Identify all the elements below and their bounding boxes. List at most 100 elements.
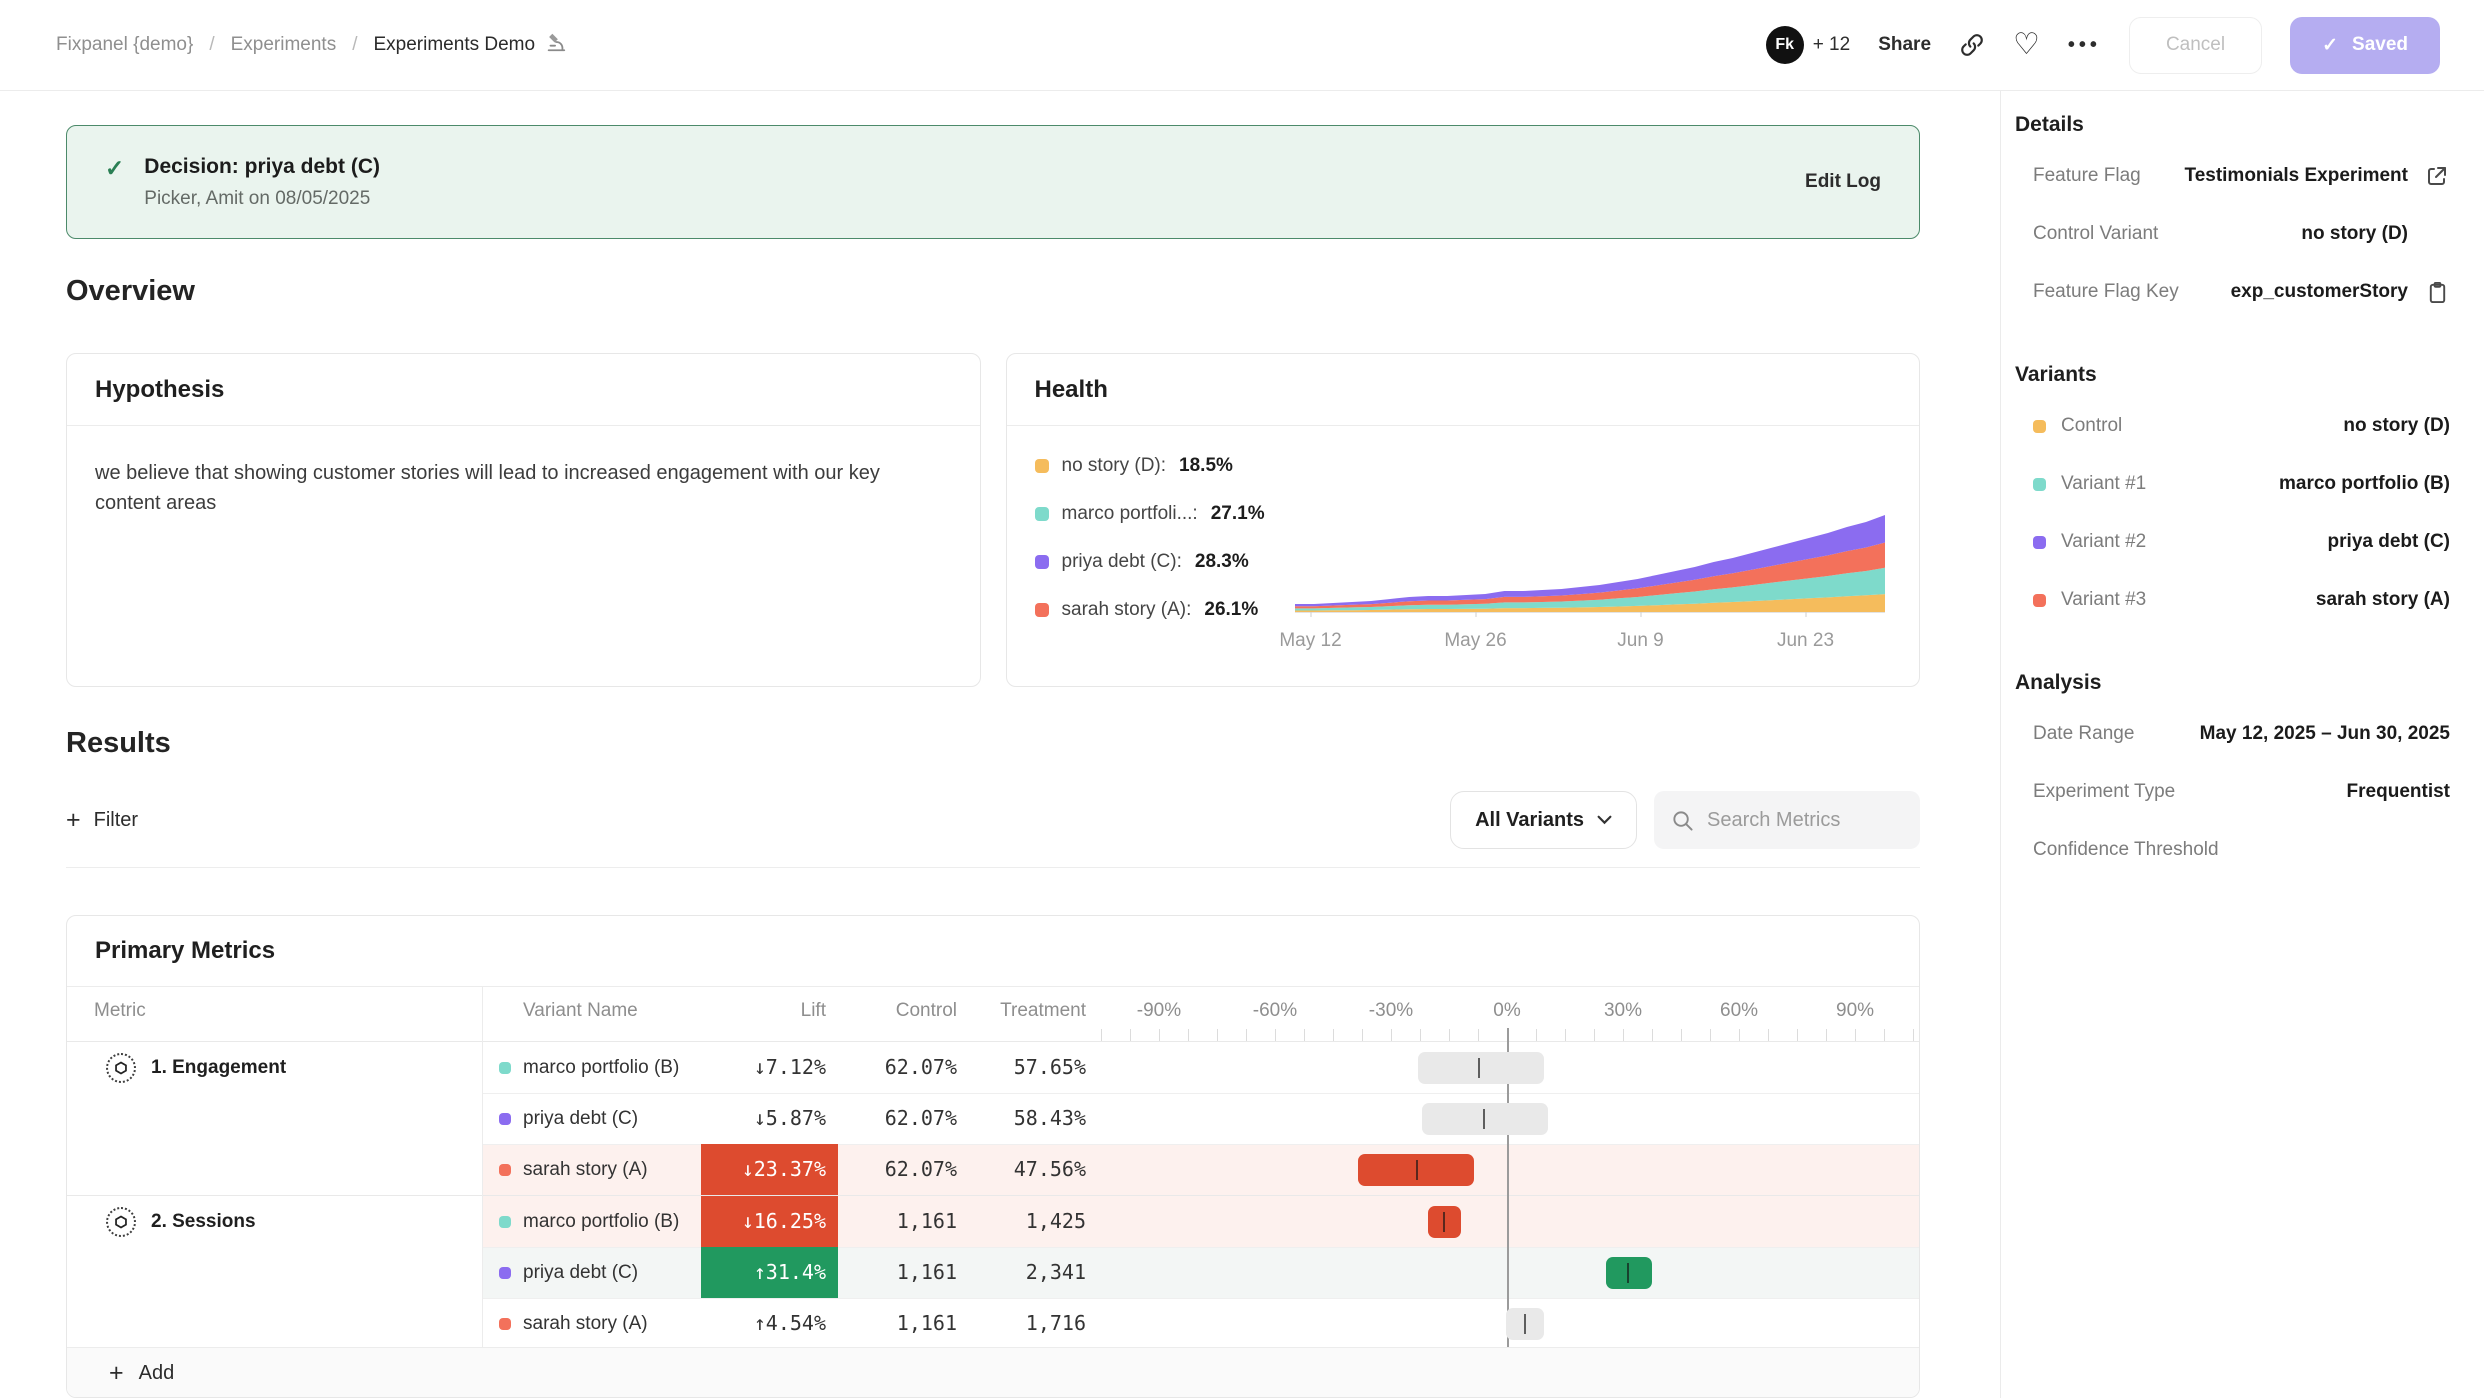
variant-swatch (2033, 594, 2046, 607)
legend-swatch (1035, 555, 1049, 569)
overview-heading: Overview (66, 275, 195, 308)
col-metric: Metric (94, 1000, 146, 1022)
sidebar-row-label: Variant #3 (2061, 589, 2146, 611)
control-value: 1,161 (823, 1196, 957, 1247)
target-metric-icon (106, 1053, 136, 1083)
legend-item[interactable]: sarah story (A): 26.1% (1035, 600, 1265, 620)
table-row[interactable]: sarah story (A)↓23.37%62.07%47.56% (67, 1144, 1919, 1195)
top-header: Fixpanel {demo}/Experiments/Experiments … (0, 0, 2484, 91)
table-row[interactable]: priya debt (C)↑31.4%1,1612,341 (67, 1247, 1919, 1298)
variant-name: sarah story (A) (523, 1144, 648, 1195)
avatar-group[interactable]: Fk + 12 (1766, 26, 1851, 64)
axis-tick-label: -60% (1235, 1000, 1315, 1022)
table-row[interactable]: 2. Sessionsmarco portfolio (B)↓16.25%1,1… (67, 1196, 1919, 1247)
sidebar-row-value: priya debt (C) (2328, 531, 2450, 553)
legend-value: 27.1% (1211, 503, 1265, 525)
axis-tick-label: 60% (1699, 1000, 1779, 1022)
primary-metrics-card: Primary Metrics Metric Variant Name Lift… (66, 915, 1920, 1398)
control-value: 62.07% (823, 1144, 957, 1195)
favorite-icon[interactable]: ♡ (2013, 30, 2040, 60)
lift-point-marker (1483, 1109, 1485, 1129)
saved-label: Saved (2352, 34, 2408, 56)
spacer (2424, 221, 2450, 247)
sidebar-row-label: Experiment Type (2033, 781, 2175, 803)
table-row[interactable]: 1. Engagementmarco portfolio (B)↓7.12%62… (67, 1042, 1919, 1093)
sidebar-row-label: Date Range (2033, 723, 2134, 745)
legend-item[interactable]: marco portfoli...: 27.1% (1035, 504, 1265, 524)
axis-minor-tick (1391, 1029, 1392, 1041)
header-actions: Fk + 12 Share ♡ ••• Cancel ✓ Saved (1766, 17, 2440, 74)
results-toolbar: + Filter All Variants (66, 791, 1920, 849)
confidence-interval-bar (1422, 1103, 1548, 1135)
sidebar-row: Confidence Threshold (2033, 821, 2450, 879)
treatment-value: 1,425 (952, 1196, 1086, 1247)
axis-tick-label: 90% (1815, 1000, 1895, 1022)
hypothesis-card: Hypothesis we believe that showing custo… (66, 353, 981, 687)
breadcrumb-item[interactable]: Experiments Demo (374, 31, 568, 59)
legend-swatch (1035, 603, 1049, 617)
chevron-down-icon (1597, 815, 1612, 825)
axis-minor-tick (1565, 1029, 1566, 1041)
control-value: 62.07% (823, 1093, 957, 1144)
control-value: 62.07% (823, 1042, 957, 1093)
edit-log-button[interactable]: Edit Log (1805, 171, 1881, 193)
avatar[interactable]: Fk (1766, 26, 1804, 64)
decision-text: Decision: priya debt (C) Picker, Amit on… (144, 155, 380, 210)
clipboard-icon[interactable] (2424, 279, 2450, 305)
variant-swatch (499, 1164, 511, 1176)
share-button[interactable]: Share (1878, 34, 1931, 56)
decision-subtitle: Picker, Amit on 08/05/2025 (144, 188, 380, 210)
section-title: Variants (2015, 363, 2450, 387)
variant-swatch (499, 1113, 511, 1125)
legend-label: sarah story (A): (1062, 599, 1192, 621)
sidebar-row-label: Feature Flag Key (2033, 281, 2179, 303)
sidebar-row-value: sarah story (A) (2316, 589, 2450, 611)
row-divider (482, 1093, 1919, 1094)
axis-minor-tick (1130, 1029, 1131, 1041)
search-metrics-input[interactable] (1654, 791, 1920, 849)
x-axis-label: Jun 23 (1761, 630, 1851, 652)
legend-item[interactable]: priya debt (C): 28.3% (1035, 552, 1265, 572)
breadcrumb-item[interactable]: Fixpanel {demo} (56, 34, 193, 56)
table-row[interactable]: priya debt (C)↓5.87%62.07%58.43% (67, 1093, 1919, 1144)
copy-link-icon[interactable] (1959, 32, 1985, 58)
legend-item[interactable]: no story (D): 18.5% (1035, 456, 1265, 476)
treatment-value: 57.65% (952, 1042, 1086, 1093)
axis-minor-tick (1652, 1029, 1653, 1041)
column-divider (482, 986, 483, 1347)
variant-swatch (2033, 536, 2046, 549)
lift-point-marker (1524, 1314, 1526, 1334)
variants-dropdown-value: All Variants (1475, 809, 1584, 832)
microscope-icon (545, 31, 567, 59)
variants-dropdown[interactable]: All Variants (1450, 791, 1637, 849)
sidebar-row: Experiment Type Frequentist (2033, 763, 2450, 821)
add-filter-button[interactable]: + Filter (66, 808, 138, 833)
axis-minor-tick (1449, 1029, 1450, 1041)
check-icon: ✓ (105, 155, 124, 182)
collaborators-count[interactable]: + 12 (1813, 34, 1851, 56)
variant-name: marco portfolio (B) (523, 1196, 679, 1247)
sidebar-row-value: Frequentist (2347, 781, 2450, 803)
axis-minor-tick (1101, 1029, 1102, 1041)
col-variant: Variant Name (523, 1000, 638, 1022)
lift-value: ↓5.87% (701, 1093, 838, 1144)
sidebar-row-value: exp_customerStory (2231, 281, 2408, 303)
health-chart: May 12May 26Jun 9Jun 23 (1295, 512, 1891, 672)
table-row[interactable]: sarah story (A)↑4.54%1,1611,716 (67, 1298, 1919, 1349)
add-metric-button[interactable]: + Add (67, 1347, 1919, 1398)
variant-name: priya debt (C) (523, 1093, 638, 1144)
axis-minor-tick (1188, 1029, 1189, 1041)
variant-swatch (499, 1267, 511, 1279)
metric-name: 2. Sessions (151, 1211, 256, 1233)
more-options-icon[interactable]: ••• (2068, 34, 2101, 57)
cancel-button[interactable]: Cancel (2129, 17, 2262, 74)
saved-button[interactable]: ✓ Saved (2290, 17, 2440, 74)
variant-name: marco portfolio (B) (523, 1042, 679, 1093)
search-metrics-field[interactable] (1707, 809, 1887, 832)
x-axis-label: Jun 9 (1596, 630, 1686, 652)
breadcrumb-item[interactable]: Experiments (231, 34, 337, 56)
lift-value: ↓23.37% (701, 1144, 838, 1195)
external-link-icon[interactable] (2424, 163, 2450, 189)
sidebar-row-value: Testimonials Experiment (2185, 165, 2409, 187)
primary-metrics-title: Primary Metrics (67, 916, 1919, 986)
